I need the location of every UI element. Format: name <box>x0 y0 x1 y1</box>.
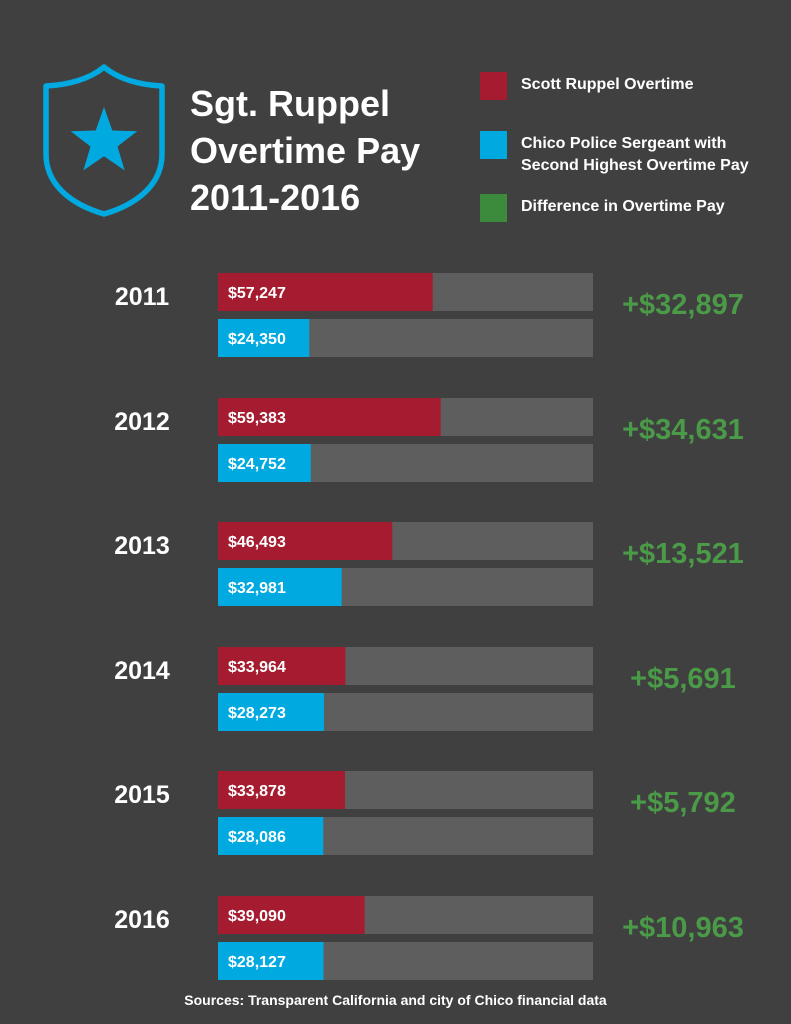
bar-second <box>218 693 324 731</box>
bar-second <box>218 319 310 357</box>
legend-label-ruppel: Scott Ruppel Overtime <box>521 76 694 93</box>
bar-ruppel <box>218 771 345 809</box>
bar-ruppel <box>218 273 433 311</box>
data-label-second: $28,273 <box>228 705 286 722</box>
bar-ruppel <box>218 896 365 934</box>
year-label: 2011 <box>115 283 169 311</box>
difference-label: +$32,897 <box>622 289 744 321</box>
legend-item-difference: Difference in Overtime Pay <box>480 194 781 222</box>
data-label-ruppel: $33,964 <box>228 659 286 676</box>
source-note: Sources: Transparent California and city… <box>184 992 607 1008</box>
title-line-2: Overtime Pay <box>190 130 421 171</box>
difference-label: +$34,631 <box>622 414 744 446</box>
difference-label: +$13,521 <box>622 538 744 570</box>
legend-item-second: Chico Police Sergeant with Second Highes… <box>480 131 781 177</box>
data-label-ruppel: $46,493 <box>228 534 286 551</box>
bar-ruppel <box>218 647 346 685</box>
bar-ruppel <box>218 522 393 560</box>
police-shield-icon <box>43 64 165 217</box>
bar-second <box>218 942 324 980</box>
data-label-second: $28,127 <box>228 954 286 971</box>
year-label: 2015 <box>114 781 170 809</box>
difference-label: +$5,792 <box>630 787 736 819</box>
legend-item-ruppel: Scott Ruppel Overtime <box>480 72 781 100</box>
data-label-ruppel: $57,247 <box>228 285 286 302</box>
data-label-second: $28,086 <box>228 829 286 846</box>
year-label: 2014 <box>114 657 170 685</box>
data-label-ruppel: $59,383 <box>228 410 286 427</box>
title-line-1: Sgt. Ruppel <box>190 83 390 124</box>
difference-label: +$5,691 <box>630 663 736 695</box>
difference-label: +$10,963 <box>622 912 744 944</box>
year-label: 2016 <box>114 906 170 934</box>
header: Sgt. Ruppel Overtime Pay 2011-2016 Scott… <box>0 0 791 240</box>
data-label-second: $32,981 <box>228 580 286 597</box>
star-icon <box>70 107 138 171</box>
data-label-second: $24,752 <box>228 456 286 473</box>
bar-second <box>218 568 342 606</box>
year-label: 2012 <box>114 408 170 436</box>
data-label-ruppel: $39,090 <box>228 908 286 925</box>
data-label-ruppel: $33,878 <box>228 783 286 800</box>
bar-ruppel <box>218 398 441 436</box>
bar-second <box>218 444 311 482</box>
title-line-3: 2011-2016 <box>190 177 361 218</box>
legend-swatch-second <box>480 131 507 159</box>
legend-label-second: Chico Police Sergeant with Second Highes… <box>521 135 749 174</box>
bar-second <box>218 817 324 855</box>
legend-swatch-ruppel <box>480 72 507 100</box>
chart-title: Sgt. Ruppel Overtime Pay 2011-2016 <box>190 80 450 221</box>
data-label-second: $24,350 <box>228 331 286 348</box>
legend-label-difference: Difference in Overtime Pay <box>521 198 725 215</box>
year-label: 2013 <box>114 532 170 560</box>
legend-swatch-difference <box>480 194 507 222</box>
